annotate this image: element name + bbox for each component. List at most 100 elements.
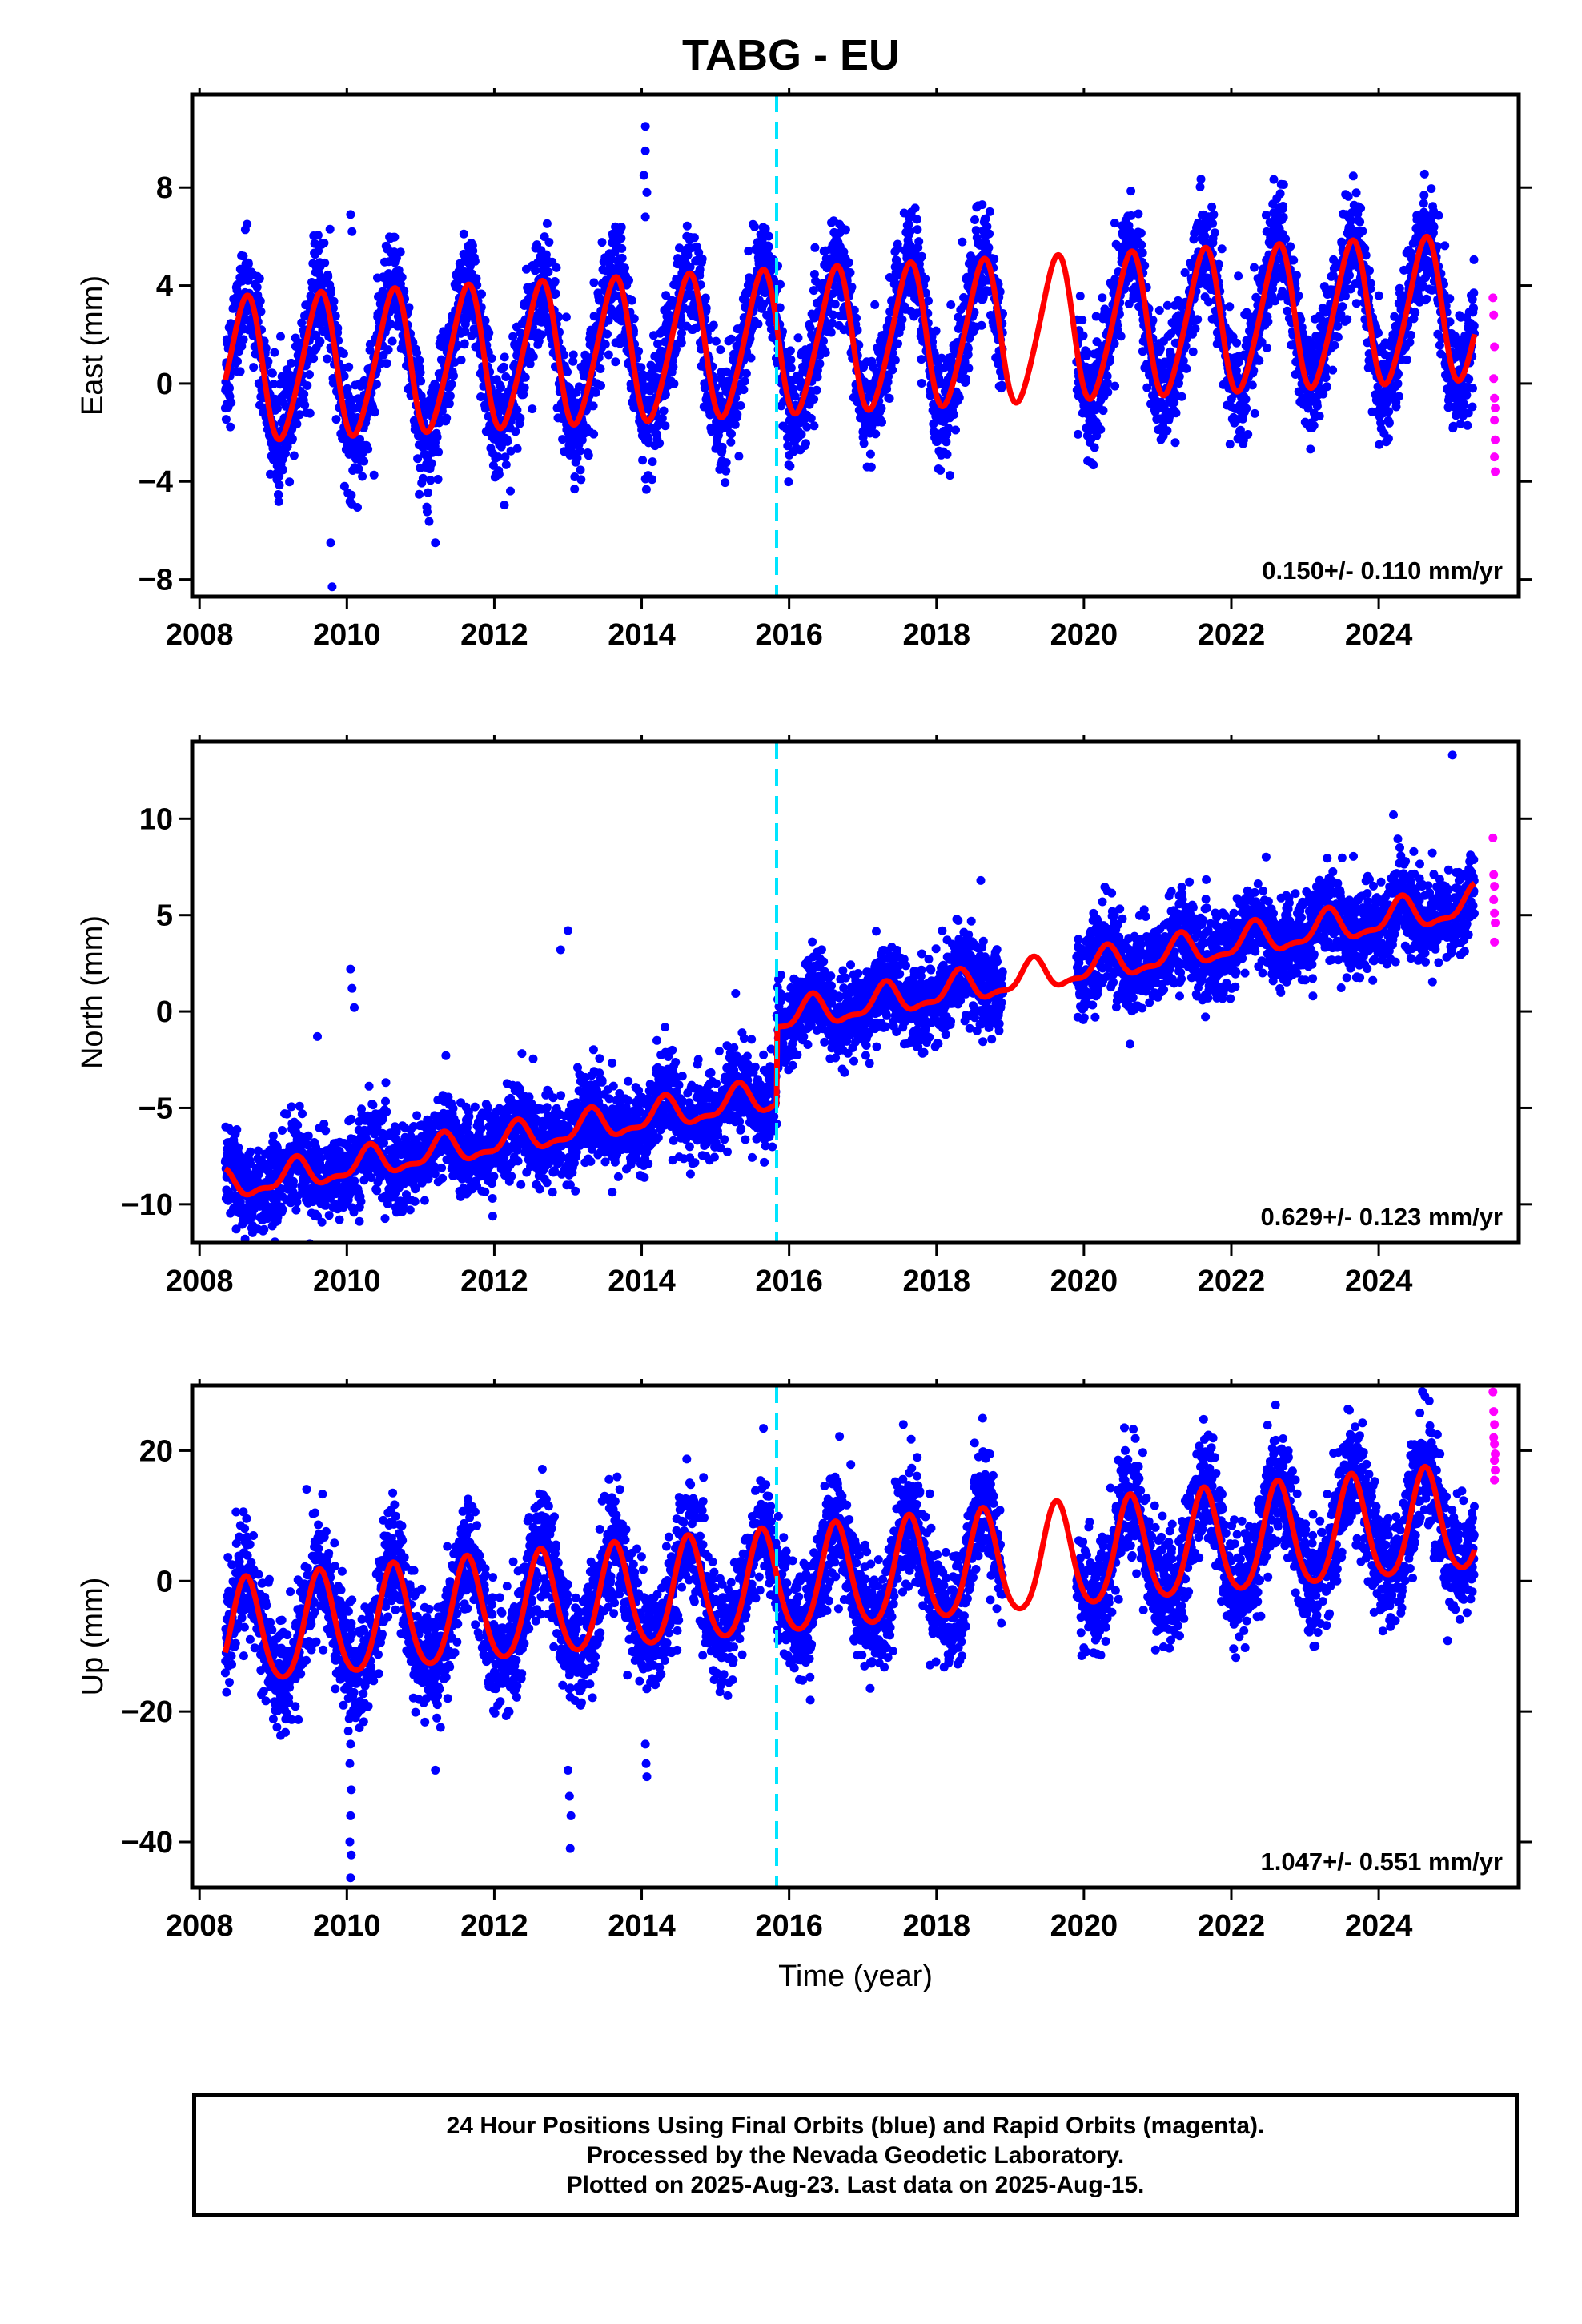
data-point [636,363,646,372]
data-point [1154,306,1164,315]
chart-title: TABG - EU [682,31,900,79]
data-point [936,465,946,475]
data-point [1126,187,1136,196]
data-point [1306,444,1315,454]
data-point [620,263,629,273]
data-point [797,429,806,439]
data-point [963,344,973,353]
data-point [584,451,593,460]
data-point [353,503,362,512]
data-point [552,263,561,272]
data-point [659,406,669,416]
data-point [432,432,442,442]
data-point [965,333,974,343]
data-point [1148,316,1158,325]
data-point [267,368,277,378]
data-point [501,372,511,381]
data-point [629,314,639,324]
data-point [516,413,525,423]
data-point [239,335,248,344]
data-point [617,243,627,253]
data-point [930,349,939,359]
data-point [501,460,511,469]
data-point [810,243,820,252]
data-point [420,410,430,420]
data-point [888,365,897,375]
data-point [839,247,849,257]
data-point [852,313,861,323]
data-point [616,223,626,232]
data-point [793,333,803,343]
data-point [827,318,837,328]
data-point [685,263,695,271]
data-point [1345,271,1354,280]
data-point [499,362,508,372]
data-point [1358,227,1367,236]
data-point [717,442,727,452]
data-point [1243,430,1253,439]
data-point [323,354,332,364]
data-point [1356,203,1366,213]
data-point [1180,268,1190,277]
data-point [331,312,340,320]
data-point [661,390,670,400]
data-point [447,380,456,389]
data-point [744,247,753,256]
data-point [809,395,819,404]
data-point [369,470,379,480]
data-point [326,284,335,294]
data-point [1171,408,1181,418]
data-point [734,452,744,461]
data-point [897,322,906,332]
data-point [576,475,586,485]
data-point [809,270,819,279]
data-point [812,385,821,395]
data-point [984,243,994,252]
data-point [1182,364,1191,373]
data-point [1116,332,1126,341]
data-point [1383,434,1393,444]
data-point [860,377,869,387]
data-point [1338,302,1347,312]
data-point [287,358,296,368]
data-point [1191,324,1200,333]
data-point [239,251,248,261]
data-point [274,497,283,506]
data-point [560,350,569,360]
data-point [1255,356,1264,365]
data-point [1089,460,1098,470]
data-point [343,384,352,393]
data-point [386,320,396,329]
data-point [709,320,718,330]
data-point [677,316,686,325]
data-point [269,380,279,388]
data-point [445,391,455,400]
data-point [821,348,830,357]
data-point [358,472,367,481]
data-point [512,444,522,453]
data-point [591,388,600,397]
data-point [1330,340,1339,350]
data-point [424,488,432,497]
data-point [977,320,986,330]
data-point [904,219,913,229]
data-point [813,366,822,375]
data-point [1315,412,1324,421]
data-point [331,415,341,424]
data-point [315,336,325,346]
data-point [292,420,302,428]
data-point [323,272,333,282]
data-point [809,421,819,431]
data-point [942,449,952,459]
data-point [1110,219,1119,228]
data-point [528,352,538,361]
data-point [452,341,462,351]
data-point [1365,266,1374,275]
data-point [1170,438,1180,448]
data-point [995,287,1005,296]
data-point [480,316,490,325]
data-point [917,251,926,261]
data-point [261,344,271,353]
data-point [1393,379,1403,388]
data-point [648,475,656,485]
